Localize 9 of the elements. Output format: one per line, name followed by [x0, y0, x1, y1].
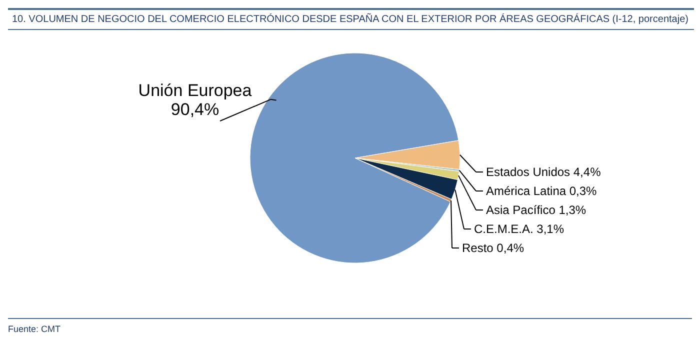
slice-label: C.E.M.E.A. 3,1% — [474, 222, 564, 236]
slice-label: Estados Unidos 4,4% — [486, 165, 602, 179]
source-note: Fuente: CMT — [8, 318, 692, 334]
slice-label: Unión Europea — [138, 81, 252, 100]
slice-label: Asia Pacífico 1,3% — [486, 203, 586, 217]
chart-title: 10. VOLUMEN DE NEGOCIO DEL COMERCIO ELECTRÓNICO DESDE ESPAÑA CON EL EXTERIOR POR ÁREAS GEOGRÁFICAS (I-12, porcentaje) — [8, 8, 694, 30]
data-label: 90,4% — [170, 100, 220, 119]
slice-label: América Latina 0,3% — [486, 184, 598, 198]
slice-label: Resto 0,4% — [462, 241, 524, 255]
